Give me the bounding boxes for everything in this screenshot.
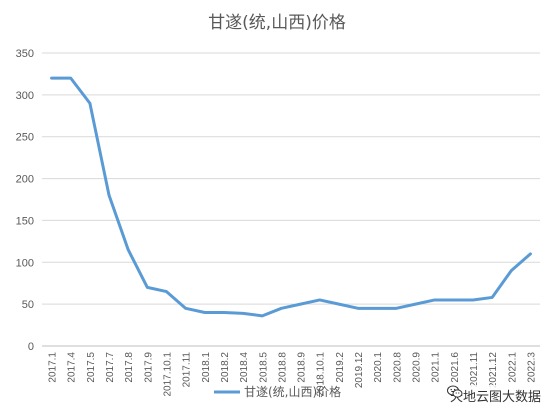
x-tick-label: 2018.2 <box>220 352 231 383</box>
data-point <box>184 307 187 310</box>
wechat-icon <box>446 385 463 398</box>
data-point <box>452 298 455 301</box>
data-point <box>242 312 245 315</box>
y-tick-label: 300 <box>16 90 34 102</box>
data-point <box>414 303 417 306</box>
y-tick-label: 350 <box>16 48 34 60</box>
series-layer <box>50 76 532 318</box>
chart-title: 甘遂(统,山西)价格 <box>208 13 346 33</box>
data-point <box>108 194 111 197</box>
x-tick-label: 2021.11 <box>469 352 480 388</box>
x-tick-label: 2021.1 <box>431 352 442 383</box>
x-tick-label: 2018.10.1 <box>316 352 327 397</box>
data-point <box>395 307 398 310</box>
x-tick-label: 2017.10.1 <box>163 352 174 397</box>
x-tick-label: 2018.4 <box>239 352 250 383</box>
x-tick-label: 2017.4 <box>67 352 78 383</box>
data-point <box>261 314 264 317</box>
data-point <box>88 102 91 105</box>
data-point <box>69 77 72 80</box>
x-tick-label: 2017.11 <box>182 352 193 388</box>
x-tick-label: 2021.12 <box>488 352 499 389</box>
data-point <box>337 303 340 306</box>
x-tick-label: 2020.8 <box>392 352 403 383</box>
series-line <box>50 76 532 318</box>
watermark: 天地云图大数据 <box>446 385 544 406</box>
data-point <box>318 298 321 301</box>
data-point <box>165 290 168 293</box>
watermark-text: 天地云图大数据 <box>449 390 541 405</box>
y-tick-label: 200 <box>16 174 34 186</box>
data-point <box>299 303 302 306</box>
x-tick-label: 2020.1 <box>373 352 384 383</box>
data-point <box>146 286 149 289</box>
x-tick-label: 2021.6 <box>450 352 461 383</box>
y-axis: 0 50 100 150 200 250 300 350 <box>16 48 34 353</box>
x-tick-label: 2018.5 <box>258 352 269 383</box>
data-point <box>510 269 513 272</box>
data-point <box>50 77 53 80</box>
x-tick-label: 2018.1 <box>201 352 212 383</box>
data-point <box>433 298 436 301</box>
data-point <box>491 296 494 299</box>
data-point <box>529 252 532 255</box>
x-tick-label: 2018.8 <box>277 352 288 383</box>
x-tick-label: 2022.3 <box>526 352 537 383</box>
x-tick-label: 2018.9 <box>297 352 308 383</box>
y-tick-label: 50 <box>22 299 34 311</box>
data-point <box>280 307 283 310</box>
data-point <box>471 298 474 301</box>
x-tick-label: 2019.2 <box>335 352 346 383</box>
legend: 甘遂(统,山西)价格 <box>214 384 341 399</box>
x-tick-label: 2017.5 <box>86 352 97 383</box>
x-tick-label: 2022.1 <box>507 352 518 383</box>
x-tick-label: 2017.1 <box>48 352 59 383</box>
data-point <box>127 248 130 251</box>
legend-label: 甘遂(统,山西)价格 <box>244 384 341 399</box>
data-point <box>222 311 225 314</box>
x-tick-label: 2017.8 <box>124 352 135 383</box>
y-tick-label: 150 <box>16 215 34 227</box>
x-tick-label: 2019.12 <box>354 352 365 389</box>
x-tick-label: 2020.9 <box>412 352 423 383</box>
x-tick-label: 2017.7 <box>105 352 116 383</box>
data-point <box>203 311 206 314</box>
x-axis: 2017.1 2017.4 2017.5 2017.7 2017.8 2017.9 2017… <box>48 352 538 397</box>
x-tick-label: 2017.9 <box>143 352 154 383</box>
grid-lines <box>42 52 540 347</box>
y-tick-label: 0 <box>28 341 34 353</box>
y-tick-label: 250 <box>16 132 34 144</box>
y-tick-label: 100 <box>16 257 34 269</box>
data-point <box>357 307 360 310</box>
data-point <box>376 307 379 310</box>
